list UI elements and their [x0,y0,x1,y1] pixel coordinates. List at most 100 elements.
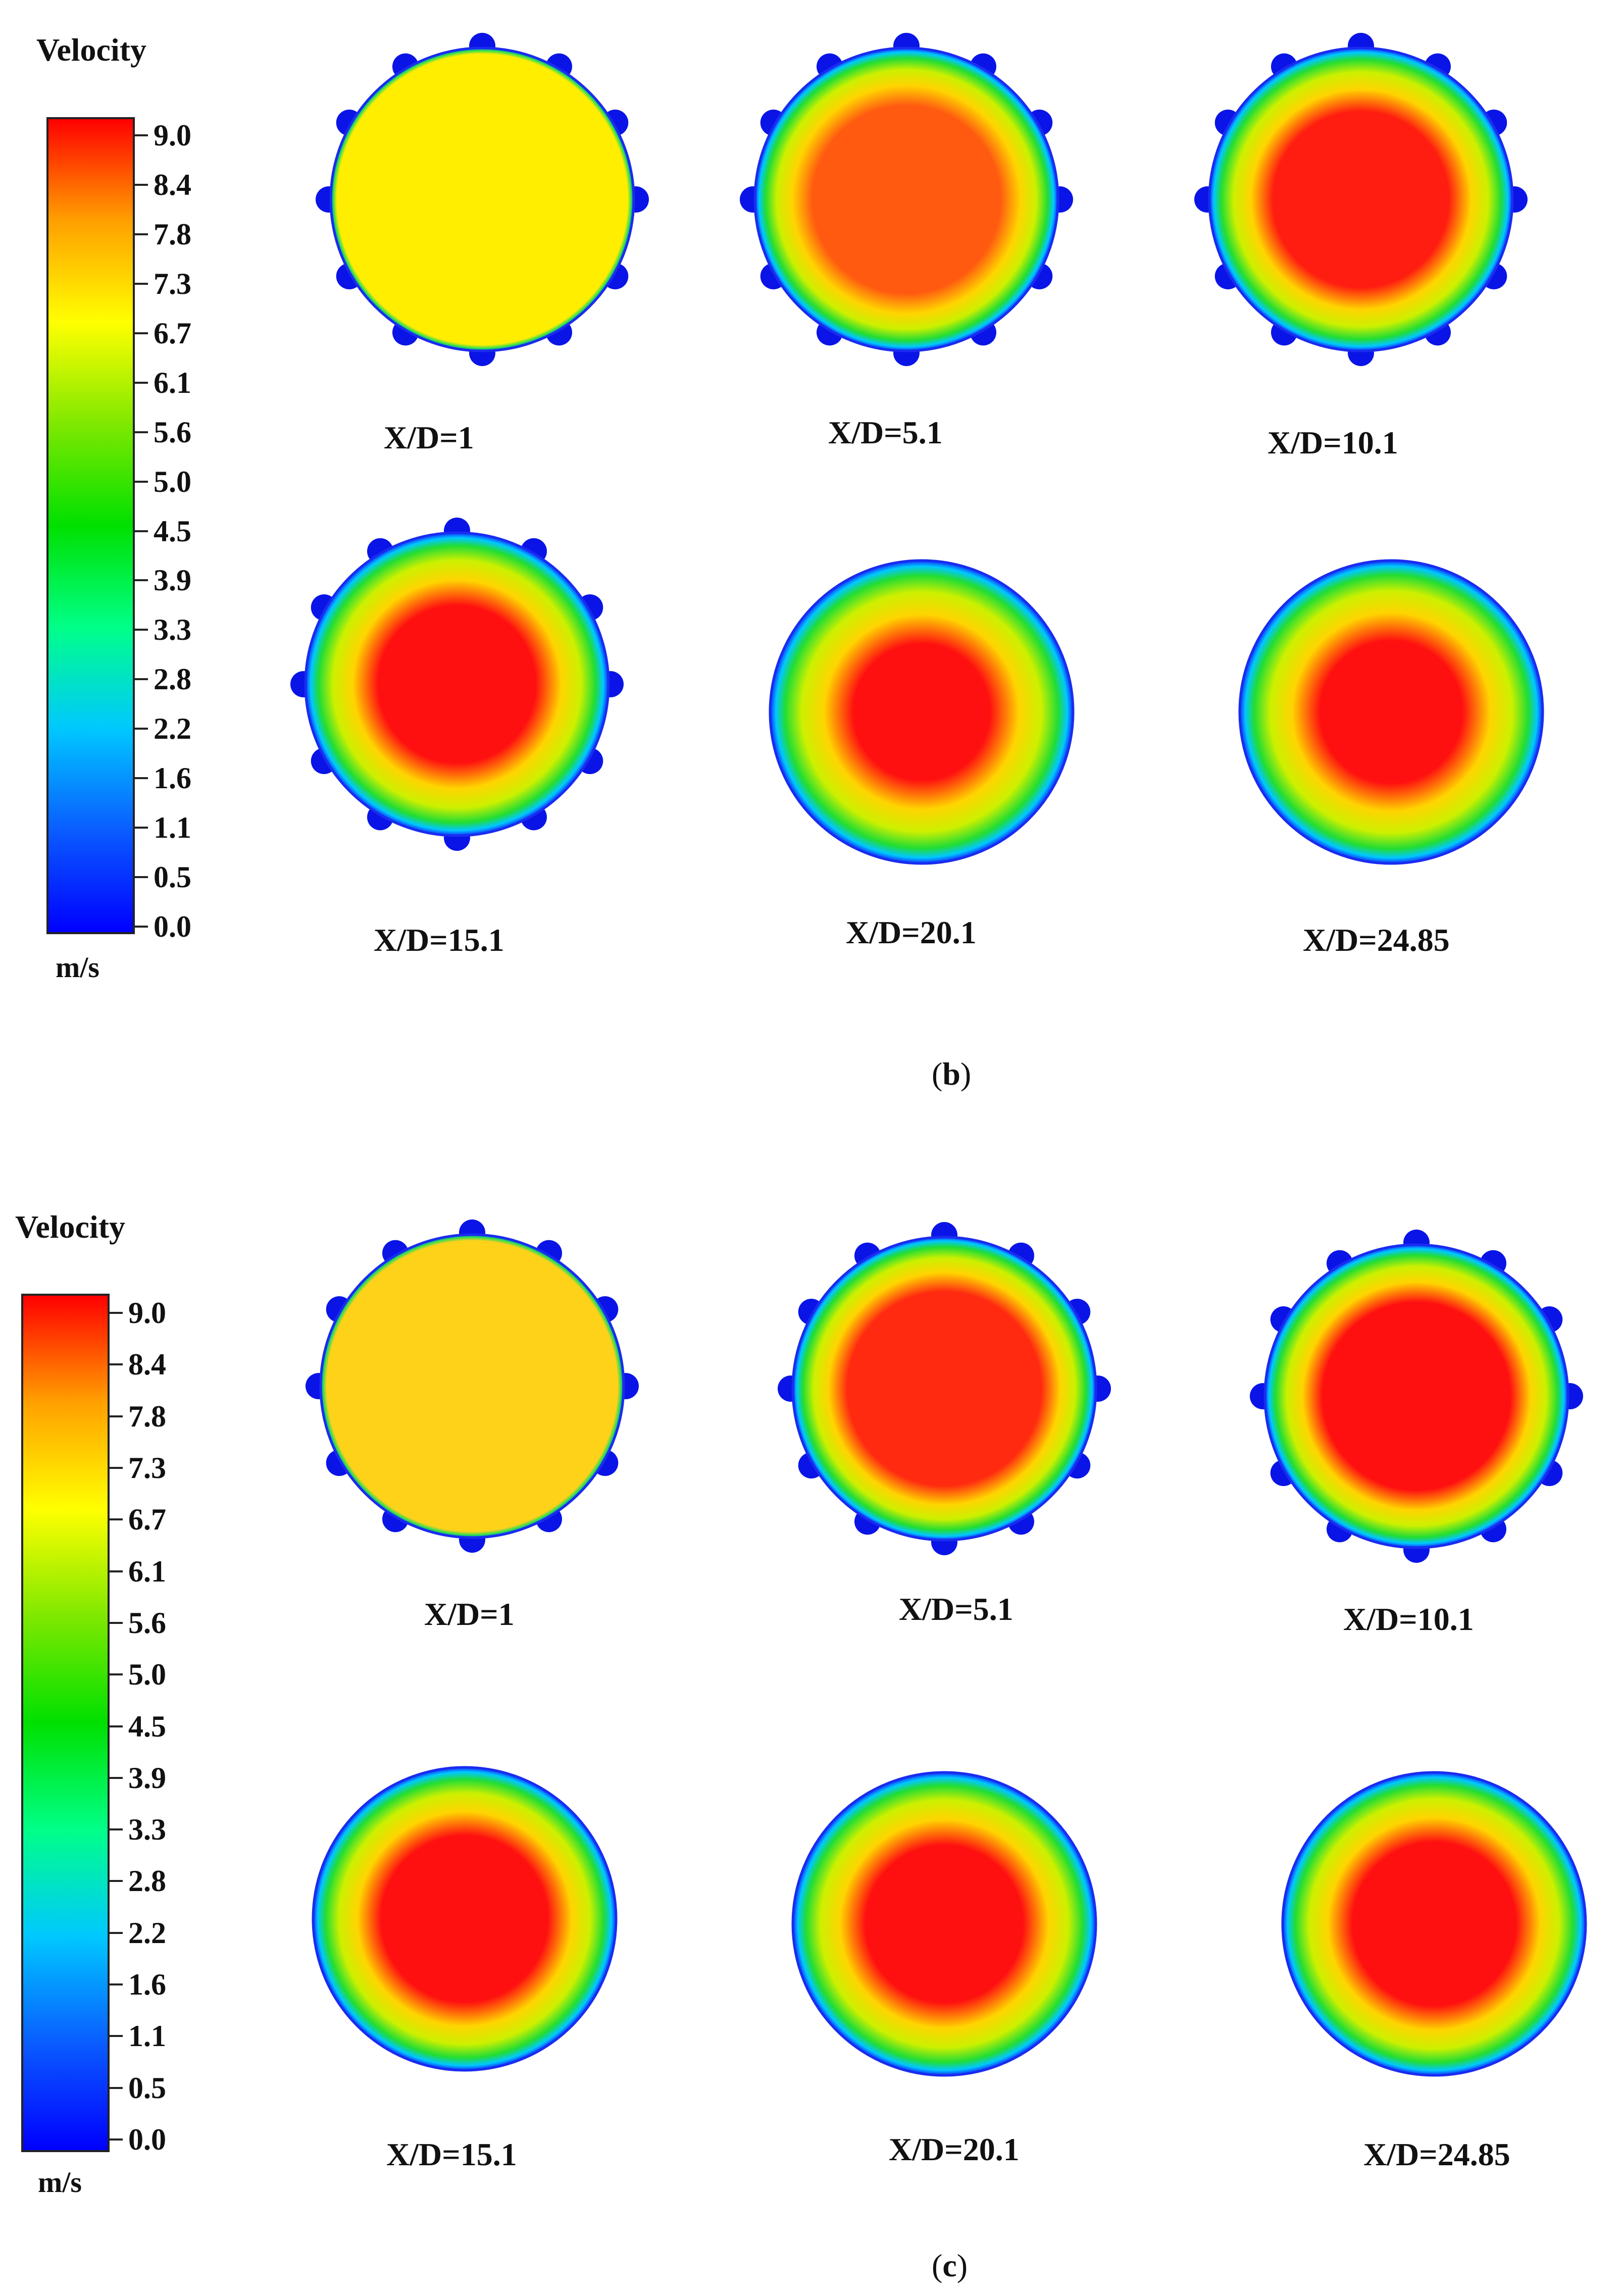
velocity-contour [791,1771,1097,2077]
colorbar-tick-mark [135,381,148,384]
colorbar-tick-label: 7.8 [128,1399,166,1433]
legend-unit: m/s [38,2166,82,2199]
contour-b-2 [730,23,1083,379]
colorbar-tick-label: 0.0 [154,910,191,943]
velocity-field [1263,1243,1569,1549]
caption-b: (b) [932,1056,972,1092]
colorbar-tick-label: 3.9 [128,1761,166,1795]
colorbar-tick-mark [110,2138,123,2141]
colorbar-tick-label: 9.0 [154,119,191,152]
contour-b-1 [306,23,659,379]
velocity-contour [778,1222,1111,1555]
colorbar-tick-mark [135,728,148,730]
colorbar-tick-label: 9.0 [128,1296,166,1330]
velocity-field [1238,559,1544,865]
label-b-6: X/D=24.85 [1303,922,1450,958]
velocity-contour [312,1766,618,2072]
colorbar-tick-mark [110,1570,123,1572]
colorbar-tick-mark [135,678,148,681]
label-c-5: X/D=20.1 [889,2131,1020,2167]
velocity-contour [1250,1230,1583,1563]
velocity-contour [306,1219,639,1553]
colorbar-tick-mark [110,1673,123,1676]
velocity-field [304,531,610,837]
colorbar-tick-mark [135,876,148,879]
velocity-field [791,1236,1097,1542]
velocity-contour [1194,33,1528,366]
colorbar-tick-label: 2.2 [128,1916,166,1950]
colorbar-tick-mark [110,1931,123,1934]
colorbar-tick-label: 2.2 [154,712,191,746]
colorbar-tick-mark [135,431,148,433]
colorbar-tick-mark [135,480,148,483]
velocity-field [319,1233,625,1539]
colorbar-tick-label: 3.3 [154,613,191,647]
colorbar-tick-label: 8.4 [154,168,191,201]
velocity-field [1281,1771,1587,2077]
colorbar-tick-mark [135,282,148,285]
colorbar-tick-mark [135,332,148,334]
colorbar-tick-mark [135,530,148,532]
label-c-2: X/D=5.1 [899,1591,1013,1627]
contour-c-1 [295,1209,649,1565]
colorbar-tick-label: 7.3 [154,267,191,300]
contour-c-3 [1240,1219,1593,1575]
colorbar-tick-mark [135,777,148,780]
colorbar-tick-mark [110,1776,123,1779]
colorbar-tick-mark [110,1828,123,1831]
colorbar-tick-mark [110,1312,123,1314]
colorbar-tick-mark [110,2035,123,2037]
label-b-1: X/D=1 [384,420,474,455]
colorbar-tick-mark [110,1621,123,1624]
colorbar-tick-mark [110,2086,123,2089]
velocity-field [769,559,1075,865]
velocity-contour [740,33,1073,366]
colorbar-tick-label: 3.3 [128,1813,166,1847]
contour-c-2 [768,1212,1121,1568]
colorbar-tick-label: 5.0 [154,465,191,498]
colorbar-tick-mark [135,827,148,829]
label-b-2: X/D=5.1 [828,415,943,450]
colorbar-tick-label: 3.9 [154,564,191,597]
colorbar [46,117,135,934]
velocity-field [753,46,1059,352]
colorbar-tick-mark [135,183,148,186]
colorbar-tick-mark [110,1725,123,1727]
label-c-3: X/D=10.1 [1343,1601,1474,1637]
colorbar-tick-label: 0.0 [128,2123,166,2156]
colorbar-tick-mark [135,233,148,235]
contour-b-3 [1184,23,1538,379]
velocity-contour [769,559,1075,865]
label-b-4: X/D=15.1 [374,922,504,958]
colorbar-tick-mark [135,134,148,136]
colorbar-tick-label: 2.8 [154,663,191,696]
panel-c: Velocity 9.0 8.4 7.8 7.3 6.7 6.1 5.6 5.0 4.5 3.9 3… [0,1177,1624,2293]
colorbar [21,1294,110,2152]
velocity-contour [290,518,624,851]
label-c-4: X/D=15.1 [386,2136,517,2172]
colorbar-tick-label: 4.5 [154,514,191,548]
colorbar-tick-label: 7.8 [154,217,191,251]
colorbar-tick-label: 6.1 [128,1554,166,1588]
colorbar-tick-mark [135,926,148,928]
colorbar-tick-mark [135,629,148,631]
colorbar-tick-label: 0.5 [154,860,191,894]
colorbar-tick-label: 1.1 [154,811,191,845]
contour-b-6 [1214,535,1568,891]
colorbar-tick-label: 8.4 [128,1348,166,1382]
colorbar-tick-label: 7.3 [128,1451,166,1485]
colorbar-tick-mark [110,1518,123,1521]
colorbar-tick-label: 1.6 [128,1968,166,2002]
label-c-1: X/D=1 [424,1596,515,1632]
colorbar-tick-mark [110,1363,123,1366]
label-c-6: X/D=24.85 [1363,2136,1510,2172]
colorbar-tick-label: 1.6 [154,761,191,795]
colorbar-tick-label: 6.7 [154,316,191,350]
colorbar-tick-mark [110,1415,123,1417]
velocity-contour [316,33,649,366]
velocity-field [1208,46,1514,352]
colorbar-tick-label: 2.8 [128,1864,166,1898]
label-b-3: X/D=10.1 [1267,425,1398,461]
velocity-field [312,1766,618,2072]
colorbar-tick-label: 5.6 [128,1606,166,1640]
